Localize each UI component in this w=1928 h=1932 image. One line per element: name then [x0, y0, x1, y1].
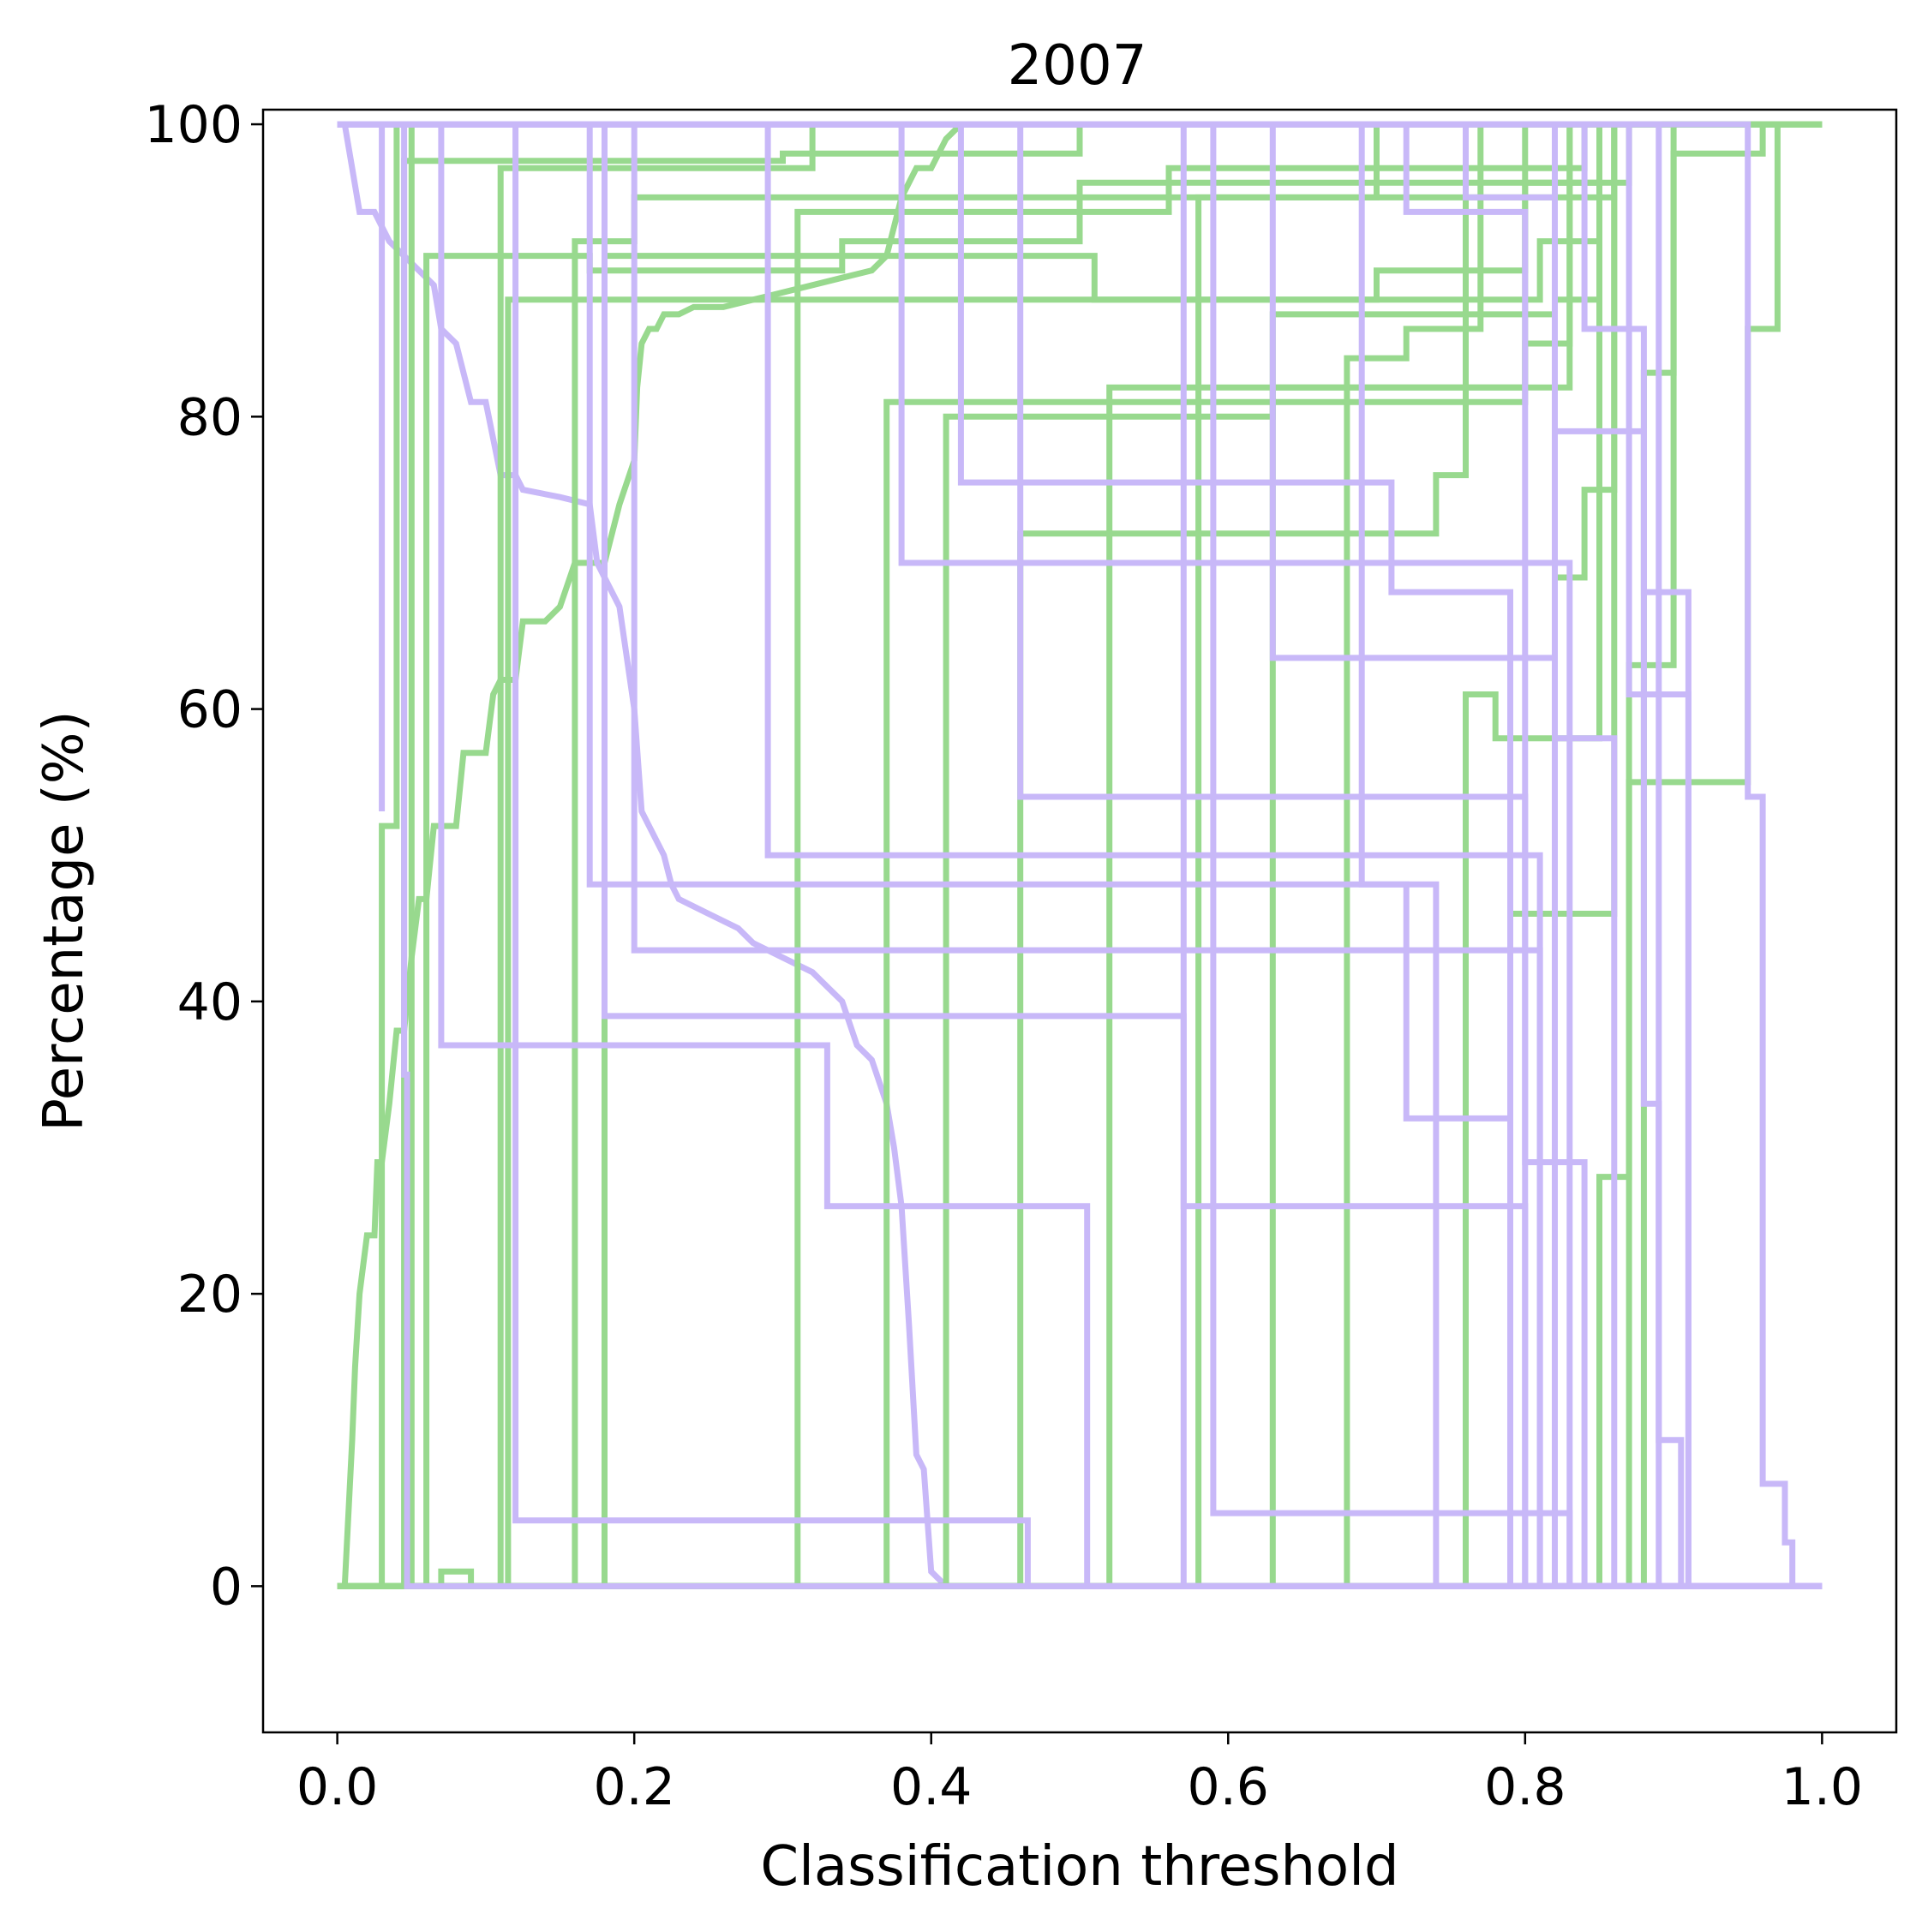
series-line-43 [337, 121, 1823, 1589]
x-tick-label: 0.6 [1188, 1757, 1269, 1817]
x-tick-label: 1.0 [1781, 1757, 1863, 1817]
x-tick-label: 0.8 [1484, 1757, 1566, 1817]
plot-frame [261, 108, 1898, 1734]
series-line-37 [337, 121, 1823, 1589]
series-line-6 [337, 121, 1823, 1589]
x-tick-label: 0.2 [593, 1757, 674, 1817]
y-axis: 0 20 40 60 80 100 [144, 95, 263, 1617]
x-axis-label: Classification threshold [760, 1835, 1398, 1899]
series-line-39 [337, 121, 1823, 1589]
series-line-36 [337, 121, 1823, 1589]
y-tick-label: 80 [177, 387, 242, 447]
series-line-22 [337, 121, 1823, 1589]
series-line-3 [337, 121, 1823, 1589]
series-layer [337, 121, 1823, 1589]
y-axis-label: Percentage (%) [33, 710, 96, 1131]
y-tick-label: 20 [177, 1265, 242, 1325]
series-line-24 [337, 121, 1823, 1589]
chart-title: 2007 [1008, 34, 1147, 98]
y-tick-label: 40 [177, 972, 242, 1032]
series-line-16 [337, 121, 1823, 1589]
x-tick-label: 0.4 [890, 1757, 972, 1817]
x-tick-label: 0.0 [296, 1757, 378, 1817]
y-tick-label: 0 [210, 1557, 242, 1617]
y-tick-label: 60 [177, 680, 242, 740]
series-line-17 [337, 121, 1823, 1589]
y-tick-label: 100 [144, 95, 242, 155]
x-axis: 0.0 0.2 0.4 0.6 0.8 1.0 [296, 1732, 1863, 1817]
series-line-38 [337, 121, 1823, 1589]
